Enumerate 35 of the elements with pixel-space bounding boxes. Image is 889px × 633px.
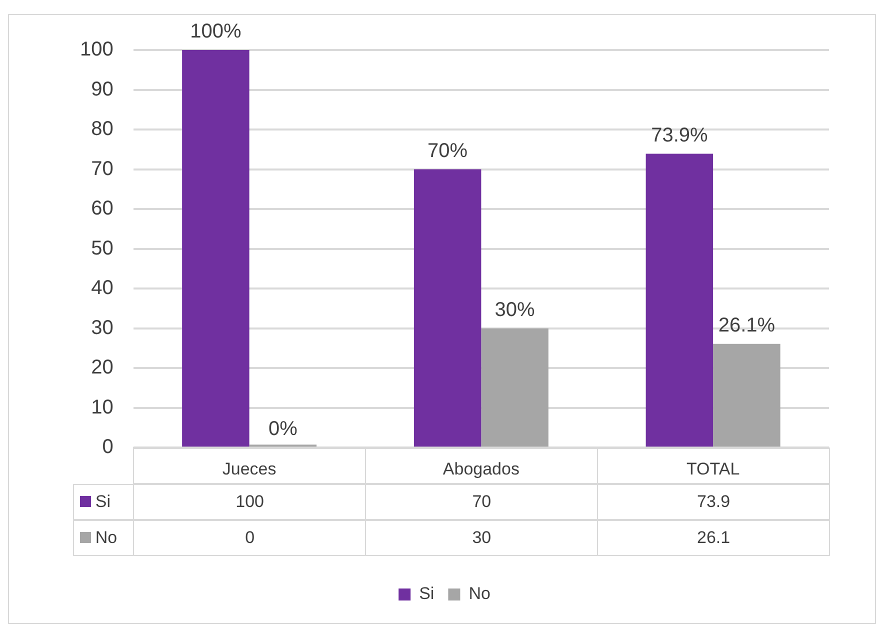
y-tick-label: 80 bbox=[91, 118, 114, 140]
annotation: 26.1% bbox=[718, 314, 776, 336]
data-label: 70 bbox=[365, 484, 598, 520]
data-label: 73.9 bbox=[597, 484, 830, 520]
data-label: 0 bbox=[133, 520, 366, 556]
bar bbox=[182, 50, 250, 447]
legend-label: Si bbox=[73, 484, 134, 520]
data-label: 30 bbox=[365, 520, 598, 556]
y-tick-label: 100 bbox=[80, 38, 114, 61]
data-label: 100 bbox=[133, 484, 366, 520]
y-tick-label: 90 bbox=[91, 78, 114, 100]
data-label: 26.1 bbox=[597, 520, 830, 556]
legend-label: No bbox=[468, 584, 490, 604]
x-tick-label: TOTAL bbox=[686, 459, 740, 478]
annotation: 30% bbox=[494, 298, 536, 321]
text: Si bbox=[419, 584, 434, 604]
y-tick-label: 30 bbox=[91, 316, 114, 339]
y-tick-label: 0 bbox=[102, 436, 114, 458]
annotation: 100% bbox=[190, 20, 242, 43]
x-tick-label: Abogados bbox=[442, 459, 520, 478]
y-tick-label: 10 bbox=[91, 396, 114, 418]
bar bbox=[713, 344, 780, 447]
text: No bbox=[95, 528, 118, 547]
y-tick-label: 20 bbox=[91, 356, 114, 379]
bar bbox=[646, 154, 714, 447]
annotation: 70% bbox=[428, 140, 468, 162]
annotation: 73.9% bbox=[651, 124, 708, 146]
bar bbox=[414, 169, 482, 447]
y-tick-label: 50 bbox=[91, 237, 114, 260]
y-tick-label: 40 bbox=[91, 277, 114, 300]
annotation: 0% bbox=[268, 418, 298, 440]
bar bbox=[481, 328, 548, 447]
y-tick-label: 70 bbox=[91, 158, 114, 180]
x-tick-label: Jueces bbox=[222, 459, 276, 478]
y-tick-label: 60 bbox=[91, 198, 114, 220]
